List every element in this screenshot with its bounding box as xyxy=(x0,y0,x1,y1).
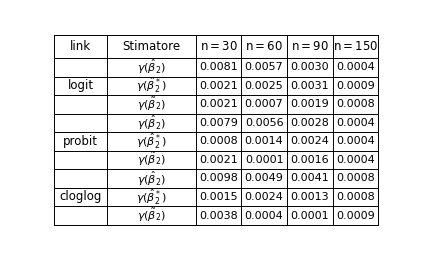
Text: cloglog: cloglog xyxy=(60,190,102,204)
Text: 0.0004: 0.0004 xyxy=(336,136,375,146)
Text: $\gamma(\hat{\beta}_2^*)$: $\gamma(\hat{\beta}_2^*)$ xyxy=(136,187,167,207)
Text: 0.0028: 0.0028 xyxy=(290,118,329,128)
Text: 0.0016: 0.0016 xyxy=(290,155,329,165)
Text: 0.0001: 0.0001 xyxy=(245,155,284,165)
Text: $\gamma(\tilde{\beta}_2)$: $\gamma(\tilde{\beta}_2)$ xyxy=(137,207,166,224)
Text: 0.0025: 0.0025 xyxy=(245,81,284,91)
Text: 0.0009: 0.0009 xyxy=(336,210,375,221)
Text: 0.0021: 0.0021 xyxy=(199,155,238,165)
Text: 0.0057: 0.0057 xyxy=(245,62,284,72)
Text: 0.0004: 0.0004 xyxy=(245,210,284,221)
Text: 0.0030: 0.0030 xyxy=(290,62,329,72)
Text: 0.0004: 0.0004 xyxy=(336,155,375,165)
Text: $\gamma(\hat{\beta}_2)$: $\gamma(\hat{\beta}_2)$ xyxy=(137,114,166,132)
Text: 0.0079: 0.0079 xyxy=(199,118,238,128)
Text: $\mathrm{n{=}60}$: $\mathrm{n{=}60}$ xyxy=(245,40,283,53)
Text: probit: probit xyxy=(63,135,98,148)
Text: 0.0098: 0.0098 xyxy=(199,173,238,183)
Text: 0.0038: 0.0038 xyxy=(199,210,238,221)
Text: $\gamma(\hat{\beta}_2)$: $\gamma(\hat{\beta}_2)$ xyxy=(137,169,166,188)
Text: $\gamma(\hat{\beta}_2^*)$: $\gamma(\hat{\beta}_2^*)$ xyxy=(136,132,167,151)
Text: Stimatore: Stimatore xyxy=(122,40,180,53)
Text: $\gamma(\tilde{\beta}_2)$: $\gamma(\tilde{\beta}_2)$ xyxy=(137,151,166,169)
Text: 0.0014: 0.0014 xyxy=(245,136,284,146)
Text: 0.0021: 0.0021 xyxy=(199,81,238,91)
Text: 0.0008: 0.0008 xyxy=(336,192,375,202)
Text: 0.0007: 0.0007 xyxy=(245,99,284,109)
Text: 0.0049: 0.0049 xyxy=(245,173,284,183)
Text: 0.0001: 0.0001 xyxy=(290,210,329,221)
Text: 0.0021: 0.0021 xyxy=(199,99,238,109)
Text: $\mathrm{n{=}90}$: $\mathrm{n{=}90}$ xyxy=(291,40,329,53)
Text: 0.0009: 0.0009 xyxy=(336,81,375,91)
Text: $\mathrm{n{=}30}$: $\mathrm{n{=}30}$ xyxy=(200,40,238,53)
Text: 0.0008: 0.0008 xyxy=(199,136,238,146)
Text: 0.0013: 0.0013 xyxy=(290,192,329,202)
Text: $\mathrm{n{=}150}$: $\mathrm{n{=}150}$ xyxy=(333,40,378,53)
Text: link: link xyxy=(70,40,91,53)
Text: 0.0024: 0.0024 xyxy=(290,136,329,146)
Text: 0.0004: 0.0004 xyxy=(336,118,375,128)
Text: 0.0019: 0.0019 xyxy=(290,99,329,109)
Text: $\gamma(\hat{\beta}_2)$: $\gamma(\hat{\beta}_2)$ xyxy=(137,58,166,76)
Text: 0.0008: 0.0008 xyxy=(336,173,375,183)
Text: 0.0056: 0.0056 xyxy=(245,118,284,128)
Text: 0.0015: 0.0015 xyxy=(199,192,238,202)
Text: 0.0024: 0.0024 xyxy=(245,192,284,202)
Text: $\gamma(\hat{\beta}_2^*)$: $\gamma(\hat{\beta}_2^*)$ xyxy=(136,76,167,95)
Text: 0.0031: 0.0031 xyxy=(290,81,329,91)
Text: logit: logit xyxy=(68,79,94,92)
Text: 0.0041: 0.0041 xyxy=(290,173,329,183)
Text: 0.0008: 0.0008 xyxy=(336,99,375,109)
Text: $\gamma(\tilde{\beta}_2)$: $\gamma(\tilde{\beta}_2)$ xyxy=(137,96,166,113)
Text: 0.0004: 0.0004 xyxy=(336,62,375,72)
Text: 0.0081: 0.0081 xyxy=(199,62,238,72)
